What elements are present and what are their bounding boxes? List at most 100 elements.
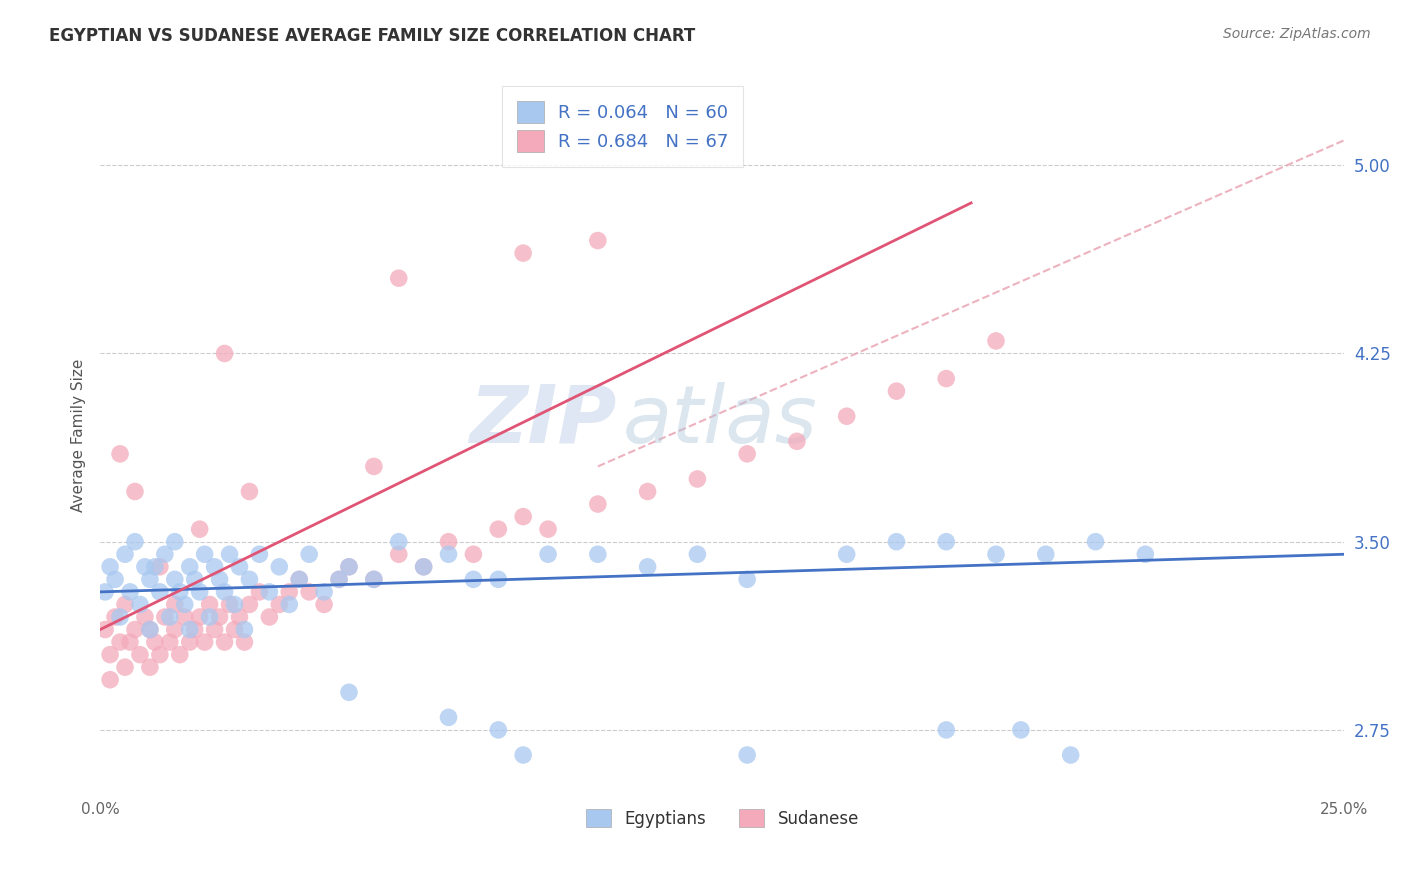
- Point: [1059, 747, 1081, 762]
- Point: [886, 534, 908, 549]
- Point: [94, 585, 117, 599]
- Point: [786, 434, 808, 449]
- Point: [218, 547, 240, 561]
- Point: [288, 572, 311, 586]
- Point: [214, 635, 236, 649]
- Point: [486, 572, 509, 586]
- Point: [114, 547, 136, 561]
- Text: atlas: atlas: [623, 382, 817, 459]
- Point: [363, 572, 385, 586]
- Point: [188, 610, 211, 624]
- Point: [247, 547, 270, 561]
- Point: [835, 547, 858, 561]
- Point: [204, 623, 226, 637]
- Point: [183, 623, 205, 637]
- Point: [208, 610, 231, 624]
- Point: [179, 559, 201, 574]
- Point: [124, 534, 146, 549]
- Point: [183, 572, 205, 586]
- Point: [886, 384, 908, 398]
- Point: [214, 346, 236, 360]
- Point: [337, 685, 360, 699]
- Point: [1084, 534, 1107, 549]
- Point: [686, 547, 709, 561]
- Point: [118, 635, 141, 649]
- Point: [104, 572, 127, 586]
- Point: [486, 522, 509, 536]
- Point: [118, 585, 141, 599]
- Point: [139, 623, 162, 637]
- Point: [163, 598, 186, 612]
- Point: [512, 246, 534, 260]
- Point: [124, 484, 146, 499]
- Point: [984, 334, 1007, 348]
- Point: [198, 610, 221, 624]
- Point: [129, 648, 152, 662]
- Point: [537, 522, 560, 536]
- Point: [412, 559, 434, 574]
- Point: [224, 598, 246, 612]
- Point: [194, 547, 217, 561]
- Point: [735, 747, 758, 762]
- Point: [259, 610, 281, 624]
- Point: [139, 572, 162, 586]
- Point: [173, 598, 195, 612]
- Point: [204, 559, 226, 574]
- Point: [228, 610, 250, 624]
- Point: [143, 559, 166, 574]
- Point: [143, 635, 166, 649]
- Point: [134, 559, 156, 574]
- Point: [163, 572, 186, 586]
- Legend: Egyptians, Sudanese: Egyptians, Sudanese: [579, 803, 866, 834]
- Point: [159, 635, 181, 649]
- Point: [735, 572, 758, 586]
- Point: [735, 447, 758, 461]
- Point: [218, 598, 240, 612]
- Point: [512, 747, 534, 762]
- Point: [114, 660, 136, 674]
- Point: [984, 547, 1007, 561]
- Point: [134, 610, 156, 624]
- Point: [238, 572, 260, 586]
- Point: [149, 648, 172, 662]
- Point: [586, 547, 609, 561]
- Point: [108, 447, 131, 461]
- Point: [537, 547, 560, 561]
- Point: [935, 534, 957, 549]
- Text: Source: ZipAtlas.com: Source: ZipAtlas.com: [1223, 27, 1371, 41]
- Point: [637, 484, 659, 499]
- Point: [463, 572, 485, 586]
- Point: [233, 623, 256, 637]
- Point: [412, 559, 434, 574]
- Point: [98, 648, 121, 662]
- Point: [163, 623, 186, 637]
- Point: [139, 623, 162, 637]
- Point: [835, 409, 858, 424]
- Point: [278, 598, 301, 612]
- Point: [337, 559, 360, 574]
- Point: [173, 610, 195, 624]
- Point: [686, 472, 709, 486]
- Point: [228, 559, 250, 574]
- Point: [437, 710, 460, 724]
- Point: [108, 610, 131, 624]
- Point: [149, 585, 172, 599]
- Point: [269, 598, 291, 612]
- Point: [153, 547, 176, 561]
- Point: [233, 635, 256, 649]
- Point: [437, 547, 460, 561]
- Point: [463, 547, 485, 561]
- Point: [637, 559, 659, 574]
- Point: [104, 610, 127, 624]
- Point: [153, 610, 176, 624]
- Point: [288, 572, 311, 586]
- Point: [1035, 547, 1057, 561]
- Point: [586, 497, 609, 511]
- Point: [208, 572, 231, 586]
- Point: [1135, 547, 1157, 561]
- Point: [179, 635, 201, 649]
- Point: [586, 234, 609, 248]
- Point: [259, 585, 281, 599]
- Point: [328, 572, 350, 586]
- Point: [149, 559, 172, 574]
